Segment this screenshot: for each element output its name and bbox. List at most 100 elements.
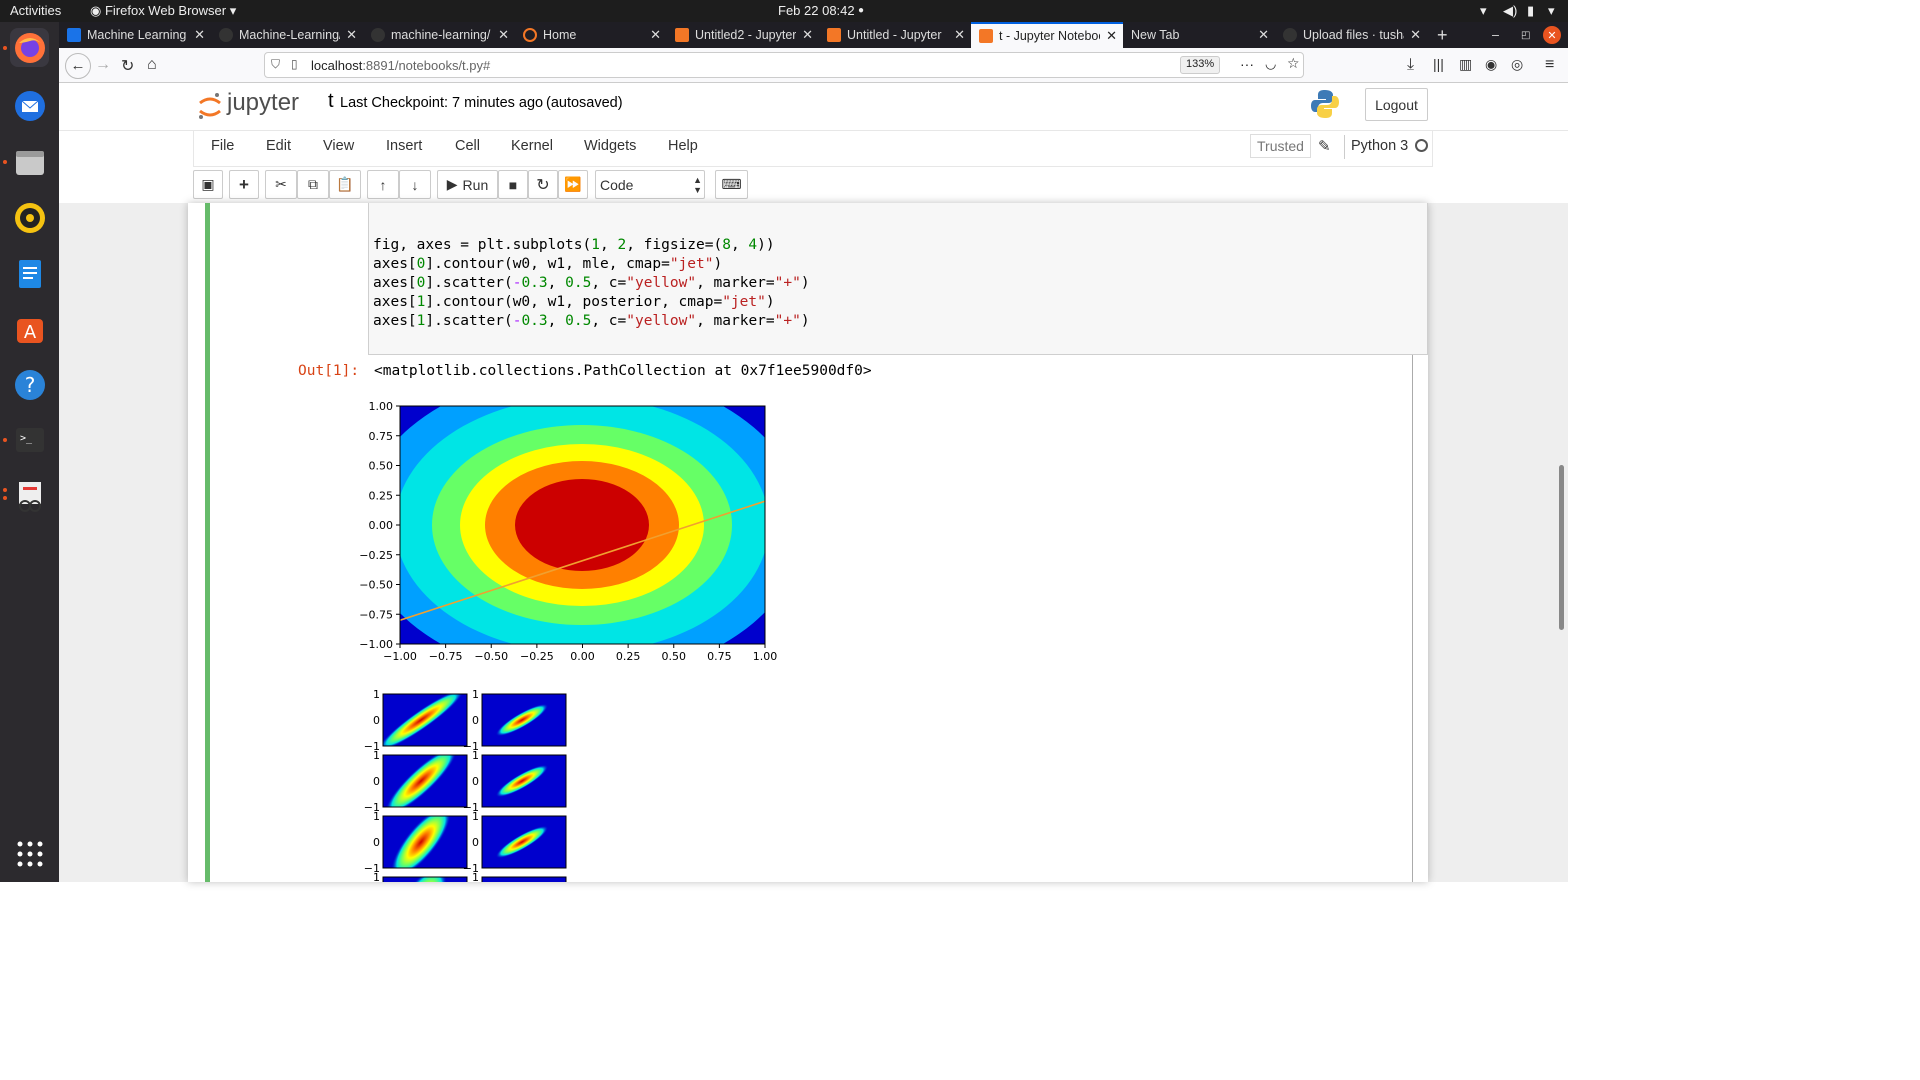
close-window-icon[interactable]: ✕ (1543, 26, 1561, 44)
move-down-icon[interactable]: ↓ (399, 170, 431, 199)
firefox-icon[interactable] (10, 28, 49, 67)
document-viewer-icon[interactable] (10, 476, 49, 515)
jupyter-logo-text[interactable]: jupyter (227, 89, 300, 116)
subplot-y-tick-label: 1 (373, 749, 380, 762)
kernel-name[interactable]: Python 3 (1351, 138, 1409, 154)
close-tab-icon[interactable]: ✕ (346, 27, 357, 42)
sidebar-icon[interactable]: ▥ (1459, 56, 1473, 72)
home-icon[interactable]: ⌂ (147, 56, 157, 73)
extension-icon[interactable]: ◎ (1511, 56, 1524, 72)
running-indicator (3, 496, 7, 500)
new-tab-button[interactable]: + (1437, 24, 1448, 45)
shield-icon[interactable]: ⛉ (271, 57, 281, 71)
activities-button[interactable]: Activities (10, 3, 62, 18)
run-button[interactable]: ▶ Run (437, 170, 498, 199)
notebook-favicon-icon (827, 28, 841, 42)
subplot-y-tick-label: 1 (472, 810, 479, 823)
close-tab-icon[interactable]: ✕ (650, 27, 661, 42)
url-host: localhost (311, 58, 363, 73)
paste-icon[interactable]: 📋 (329, 170, 361, 199)
page-scrollbar[interactable] (1559, 465, 1564, 630)
files-icon[interactable] (10, 142, 49, 181)
menu-widgets[interactable]: Widgets (584, 138, 637, 154)
tab-untitled[interactable]: Untitled - Jupyter ✕ (819, 22, 971, 48)
volume-icon[interactable]: ◀) (1503, 3, 1518, 18)
tab-untitled2[interactable]: Untitled2 - Jupyter ✕ (667, 22, 819, 48)
move-up-icon[interactable]: ↑ (367, 170, 399, 199)
close-tab-icon[interactable]: ✕ (802, 27, 813, 42)
jupyter-logo-icon[interactable] (197, 89, 223, 128)
zoom-level[interactable]: 133% (1180, 56, 1221, 74)
tab-home[interactable]: Home ✕ (515, 22, 667, 48)
cell-type-select[interactable]: Code ▲ ▼ (595, 170, 705, 199)
tab-t-notebook[interactable]: t - Jupyter Notebook✕ (971, 22, 1123, 48)
restart-run-all-icon[interactable]: ⏩ (558, 170, 588, 199)
thunderbird-icon[interactable] (10, 86, 49, 125)
library-icon[interactable]: ||| (1433, 56, 1444, 72)
clock[interactable]: Feb 22 08:42 (778, 3, 855, 18)
jupyter-header: jupyter t Last Checkpoint: 7 minutes ago… (59, 83, 1568, 131)
more-actions-icon[interactable]: ··· (1240, 56, 1254, 72)
interrupt-icon[interactable]: ■ (498, 170, 528, 199)
writer-icon[interactable] (10, 254, 49, 293)
command-palette-keyboard-icon[interactable]: ⌨ (715, 170, 748, 199)
svg-text:A: A (23, 322, 36, 343)
tab-upload-files[interactable]: Upload files · tusha ✕ (1275, 22, 1427, 48)
help-icon[interactable]: ? (10, 365, 49, 404)
trusted-indicator[interactable]: Trusted (1250, 134, 1311, 158)
y-tick-label: −1.00 (360, 638, 393, 651)
restore-icon[interactable]: ◰ (1521, 29, 1531, 41)
tab-machine-learning-repo[interactable]: Machine-Learning/✕ (211, 22, 363, 48)
show-applications-icon[interactable] (10, 834, 49, 873)
menu-file[interactable]: File (211, 138, 235, 154)
wifi-icon[interactable]: ▾ (1480, 3, 1487, 18)
page-info-icon[interactable]: ▯ (291, 57, 298, 71)
software-center-icon[interactable]: A (10, 310, 49, 349)
tab-machine-learning[interactable]: Machine Learning ✕ (59, 22, 211, 48)
rhythmbox-icon[interactable] (10, 198, 49, 237)
back-icon[interactable]: ← (65, 53, 91, 79)
bookmark-star-icon[interactable]: ☆ (1287, 55, 1300, 71)
insert-cell-icon[interactable]: + (229, 170, 259, 199)
code-line-4: axes[1].contour(w0, w1, posterior, cmap=… (373, 294, 775, 310)
close-tab-icon[interactable]: ✕ (954, 27, 965, 42)
save-icon[interactable]: ▣ (193, 170, 223, 199)
notebook-name[interactable]: t (328, 90, 334, 112)
cut-icon[interactable]: ✂ (265, 170, 297, 199)
reload-icon[interactable]: ↻ (121, 58, 135, 75)
close-tab-icon[interactable]: ✕ (1106, 28, 1117, 43)
menu-view[interactable]: View (323, 138, 355, 154)
restart-icon[interactable]: ↻ (528, 170, 558, 199)
hamburger-menu-icon[interactable]: ≡ (1545, 56, 1555, 73)
copy-icon[interactable]: ⧉ (297, 170, 329, 199)
pocket-icon[interactable]: ◡ (1265, 56, 1277, 71)
subplot-y-tick-label: 1 (472, 749, 479, 762)
tab-new-tab[interactable]: New Tab ✕ (1131, 27, 1269, 42)
y-tick-label: 0.75 (369, 430, 394, 443)
close-tab-icon[interactable]: ✕ (1258, 27, 1269, 42)
menu-insert[interactable]: Insert (386, 138, 423, 154)
app-menu[interactable]: ◉ Firefox Web Browser ▾ (90, 3, 237, 18)
battery-icon[interactable]: ▮ (1527, 3, 1535, 18)
terminal-icon[interactable]: >_ (10, 420, 49, 459)
code-cell[interactable]: fig, axes = plt.subplots(1, 2, figsize=(… (210, 203, 1428, 882)
logout-button[interactable]: Logout (1365, 88, 1428, 121)
close-tab-icon[interactable]: ✕ (1410, 27, 1421, 42)
forward-icon[interactable]: → (95, 56, 111, 73)
url-bar[interactable]: ⛉ ▯ localhost:8891/notebooks/t.py# 133% … (264, 52, 1304, 78)
close-tab-icon[interactable]: ✕ (498, 27, 509, 42)
menu-cell[interactable]: Cell (455, 138, 480, 154)
code-editor[interactable]: fig, axes = plt.subplots(1, 2, figsize=(… (368, 203, 1428, 355)
menu-edit[interactable]: Edit (266, 138, 291, 154)
close-tab-icon[interactable]: ✕ (194, 27, 205, 42)
menu-kernel[interactable]: Kernel (511, 138, 553, 154)
edit-pencil-icon[interactable]: ✎ (1318, 138, 1331, 155)
output-text: <matplotlib.collections.PathCollection a… (374, 363, 872, 379)
minimize-icon[interactable]: – (1492, 28, 1499, 42)
downloads-icon[interactable]: ⤓ (1407, 56, 1415, 73)
account-icon[interactable]: ◉ (1485, 56, 1498, 72)
system-menu-icon[interactable]: ▾ (1548, 3, 1555, 18)
play-icon: ▶ (446, 176, 458, 192)
menu-help[interactable]: Help (668, 138, 698, 154)
tab-machine-learning-lower[interactable]: machine-learning/✕ (363, 22, 515, 48)
